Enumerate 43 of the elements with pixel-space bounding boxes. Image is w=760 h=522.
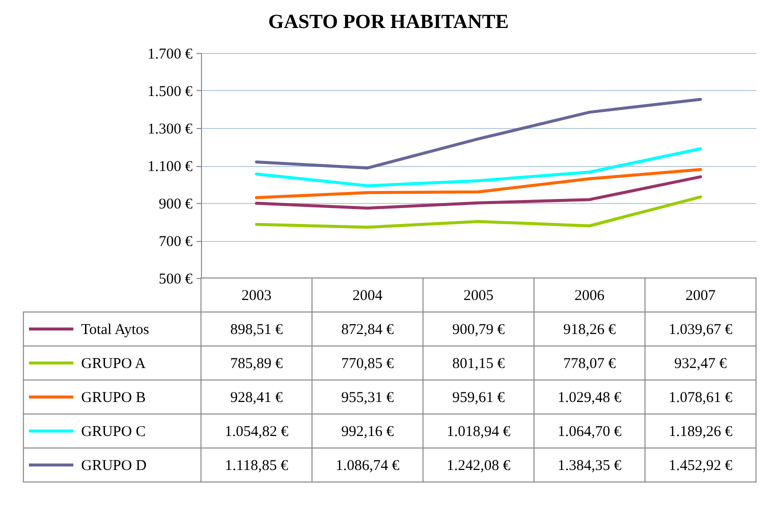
data-label: 1.118,85 € [224,458,289,474]
data-label: 1.029,48 € [558,390,622,406]
data-label: 898,51 € [230,322,284,338]
y-tick-label: 1.100 € [148,159,193,175]
data-label: 918,26 € [563,322,616,338]
y-tick-label: 1.500 € [148,84,193,100]
x-tick-label: 2005 [464,288,494,304]
data-label: 1.384,35 € [558,458,622,474]
y-tick-label: 500 € [158,272,193,288]
legend-label: Total Aytos [81,322,150,338]
legend-label: GRUPO A [81,356,146,372]
x-tick-label: 2004 [352,288,383,304]
x-tick-label: 2006 [574,288,605,304]
data-label: 932,47 € [674,356,728,372]
x-tick-label: 2003 [242,288,272,304]
data-label: 955,31 € [341,390,394,406]
data-label: 1.064,70 € [558,424,622,440]
legend-label: GRUPO C [81,424,146,440]
data-label: 1.054,82 € [224,424,289,440]
data-label: 801,15 € [452,356,506,372]
data-label: 1.078,61 € [668,390,733,406]
y-tick-label: 1.300 € [148,122,193,138]
legend-label: GRUPO D [81,458,147,474]
chart-title: GASTO POR HABITANTE [268,11,509,33]
legend-label: GRUPO B [81,390,146,406]
y-tick-label: 1.700 € [148,46,193,62]
data-label: 778,07 € [563,356,616,372]
data-label: 992,16 € [341,424,394,440]
data-label: 1.189,26 € [668,424,733,440]
data-label: 1.018,94 € [446,424,511,440]
y-tick-label: 700 € [158,234,193,250]
data-label: 928,41 € [230,390,284,406]
data-label: 959,61 € [452,390,506,406]
data-label: 770,85 € [341,356,394,372]
data-label: 1.086,74 € [336,458,400,474]
data-label: 1.039,67 € [668,322,733,338]
data-label: 1.452,92 € [668,458,733,474]
data-label: 900,79 € [452,322,506,338]
data-label: 1.242,08 € [446,458,511,474]
data-label: 785,89 € [230,356,284,372]
data-label: 872,84 € [341,322,394,338]
x-tick-label: 2007 [686,288,716,304]
y-tick-label: 900 € [158,196,193,212]
